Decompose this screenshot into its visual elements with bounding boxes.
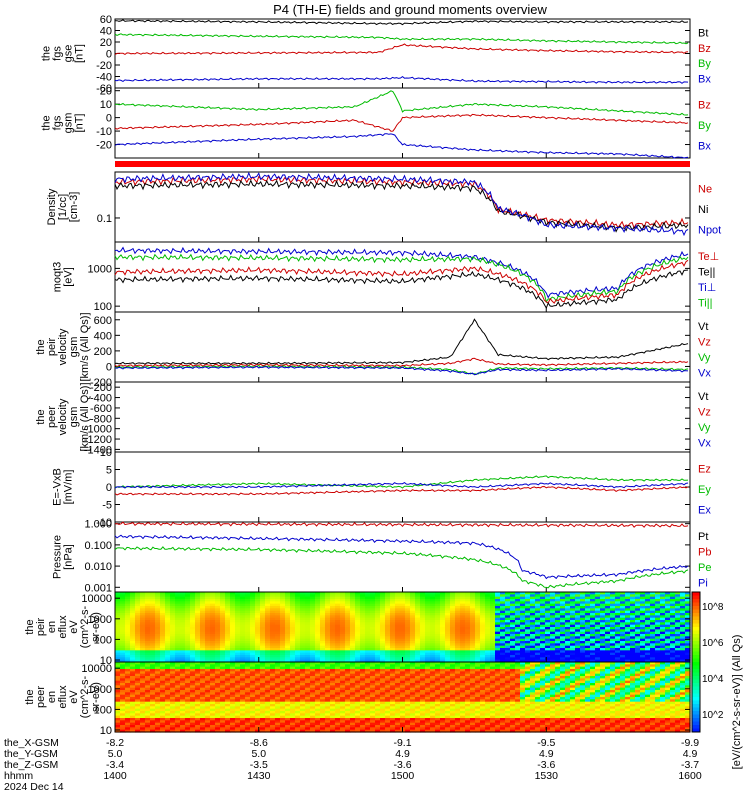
- y-tick-label: 600: [94, 315, 112, 327]
- y-tick-label: 10: [100, 447, 112, 459]
- y-tick-label: 20: [100, 37, 112, 49]
- y-tick-label: 0: [106, 361, 112, 373]
- data-series-line: [115, 20, 688, 25]
- y-tick-label: 0: [106, 49, 112, 61]
- y-tick-label: 0.010: [84, 561, 112, 573]
- chart-title: P4 (TH-E) fields and ground moments over…: [273, 2, 547, 17]
- y-axis-label: [mV/m]: [63, 470, 75, 505]
- panel-pressure: 1.0000.1000.0100.001Pressure[nPa]PtPbPeP…: [52, 519, 712, 595]
- y-tick-label: 10: [100, 99, 112, 111]
- legend-entry: Bx: [698, 73, 711, 85]
- y-tick-label: 60: [100, 14, 112, 26]
- legend-entry: Ez: [698, 463, 711, 475]
- legend-entry: Vz: [698, 336, 711, 348]
- y-tick-label: 0: [106, 113, 112, 125]
- y-tick-label: 10000: [81, 593, 112, 605]
- data-series-line: [115, 44, 688, 55]
- quality-flag-bar: [115, 161, 690, 167]
- y-tick-label: 200: [94, 346, 112, 358]
- legend-entry: By: [698, 58, 711, 70]
- y-axis-label: [nT]: [74, 44, 86, 63]
- legend-entry: Ne: [698, 183, 712, 195]
- y-tick-label: 1000: [88, 263, 112, 275]
- y-axis-label: sr-eV): [90, 612, 102, 642]
- data-series-line: [115, 319, 688, 364]
- legend-entry: Ni: [698, 204, 708, 216]
- legend-entry: Vx: [698, 437, 711, 449]
- legend-entry: Pi: [698, 577, 708, 589]
- data-series-line: [115, 547, 688, 588]
- y-tick-label: 0.100: [84, 540, 112, 552]
- legend-entry: Pe: [698, 562, 711, 574]
- legend-entry: Bz: [698, 99, 711, 111]
- panel-frame: [115, 88, 690, 158]
- y-axis-label: [km/s (All Qs)]: [79, 382, 91, 451]
- y-tick-label: -20: [96, 60, 112, 72]
- panel-frame: [115, 312, 690, 382]
- legend-entry: Bt: [698, 28, 708, 40]
- legend-entry: Te||: [698, 266, 715, 278]
- data-series-line: [115, 91, 688, 115]
- legend-entry: Vy: [698, 422, 711, 434]
- y-tick-label: -5: [102, 500, 112, 512]
- data-series-line: [115, 114, 688, 131]
- legend-entry: Ti⊥: [698, 282, 716, 294]
- legend-entry: Pt: [698, 531, 708, 543]
- y-axis-label: [nPa]: [63, 544, 75, 570]
- legend-entry: Ex: [698, 505, 711, 517]
- panel-frame: [115, 242, 690, 312]
- y-axis-label: [nT]: [74, 114, 86, 133]
- data-series-line: [115, 77, 688, 84]
- panel-frame: [115, 522, 690, 592]
- y-tick-label: 5: [106, 465, 112, 477]
- data-series-line: [115, 366, 688, 375]
- legend-entry: By: [698, 120, 711, 132]
- legend-entry: Ey: [698, 484, 711, 496]
- legend-entry: Vt: [698, 391, 708, 403]
- y-tick-label: -20: [96, 140, 112, 152]
- y-tick-label: -10: [96, 126, 112, 138]
- legend-entry: Bx: [698, 141, 711, 153]
- y-tick-label: 40: [100, 26, 112, 38]
- y-tick-label: 400: [94, 330, 112, 342]
- y-axis-label: [cm-3]: [68, 192, 80, 223]
- legend-entry: Npot: [698, 225, 721, 237]
- data-series-line: [115, 522, 688, 527]
- y-tick-label: 0.1: [97, 213, 112, 225]
- data-series-line: [115, 535, 688, 578]
- legend-entry: Vz: [698, 406, 711, 418]
- data-series-line: [115, 134, 688, 158]
- y-tick-label: -40: [96, 72, 112, 84]
- y-tick-label: 1.000: [84, 519, 112, 531]
- legend-entry: Ti||: [698, 297, 712, 309]
- legend-entry: Vt: [698, 321, 708, 333]
- legend-entry: Bz: [698, 43, 711, 55]
- y-tick-label: 20: [100, 86, 112, 98]
- legend-entry: Pb: [698, 546, 711, 558]
- legend-entry: Vy: [698, 352, 711, 364]
- legend-entry: Vx: [698, 367, 711, 379]
- data-series-line: [115, 260, 688, 303]
- y-axis-label: [eV]: [63, 267, 75, 287]
- panel-frame: [115, 382, 690, 452]
- y-tick-label: 100: [94, 301, 112, 313]
- legend-entry: Te⊥: [698, 251, 719, 263]
- data-series-line: [115, 34, 688, 44]
- y-axis-label: [km/s (All Qs)]: [79, 312, 91, 381]
- y-tick-label: 0: [106, 482, 112, 494]
- data-series-line: [115, 476, 688, 488]
